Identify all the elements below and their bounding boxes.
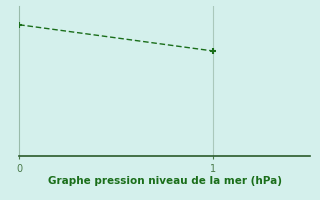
X-axis label: Graphe pression niveau de la mer (hPa): Graphe pression niveau de la mer (hPa) (48, 176, 282, 186)
